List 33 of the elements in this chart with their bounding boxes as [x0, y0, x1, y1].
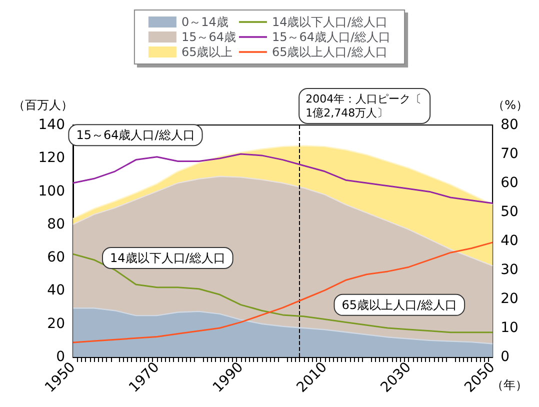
- annotation: 65歳以上人口/総人口: [342, 298, 458, 312]
- y-tick-label: 20: [47, 316, 65, 332]
- legend-label: 0～14歳: [181, 15, 228, 29]
- legend-label: 65歳以上: [181, 45, 233, 59]
- legend-label: 14歳以下人口/総人口: [272, 15, 388, 29]
- line-series: [72, 242, 494, 344]
- legend-label: 15～64歳: [181, 30, 236, 44]
- legend-label: 15～64歳人口/総人口: [272, 30, 391, 44]
- y2-tick-label: 80: [500, 117, 518, 133]
- y2-tick-label: 70: [500, 146, 518, 162]
- y2-tick-label: 30: [500, 262, 518, 278]
- y-tick-label: 0: [56, 349, 65, 365]
- y2-tick-label: 20: [500, 291, 518, 307]
- y-tick-label: 80: [47, 216, 65, 232]
- y-tick-label: 40: [47, 282, 65, 299]
- ref-line-label: 2004年：人口ピーク〔1億2,748万人〕: [306, 92, 422, 120]
- y-tick-label: 120: [38, 150, 65, 166]
- annotation: 15～64歳人口/総人口: [76, 128, 195, 142]
- y2-tick-label: 50: [500, 204, 518, 220]
- y-axis-title: （百万人）: [13, 98, 73, 112]
- y2-tick-label: 40: [500, 233, 518, 249]
- annotation: 14歳以下人口/総人口: [110, 251, 226, 265]
- y2-tick-label: 60: [500, 175, 518, 191]
- legend-label: 65歳以上人口/総人口: [272, 45, 388, 59]
- y2-axis-title: （%）: [492, 98, 528, 112]
- y-tick-label: 100: [38, 183, 65, 200]
- line-series: [72, 153, 494, 204]
- y2-tick-label: 0: [500, 349, 510, 365]
- y-tick-label: 140: [38, 117, 65, 133]
- line-series: [72, 253, 494, 334]
- x-axis-title: （年）: [491, 378, 528, 392]
- y2-tick-label: 10: [500, 320, 518, 336]
- y-tick-label: 60: [47, 250, 65, 266]
